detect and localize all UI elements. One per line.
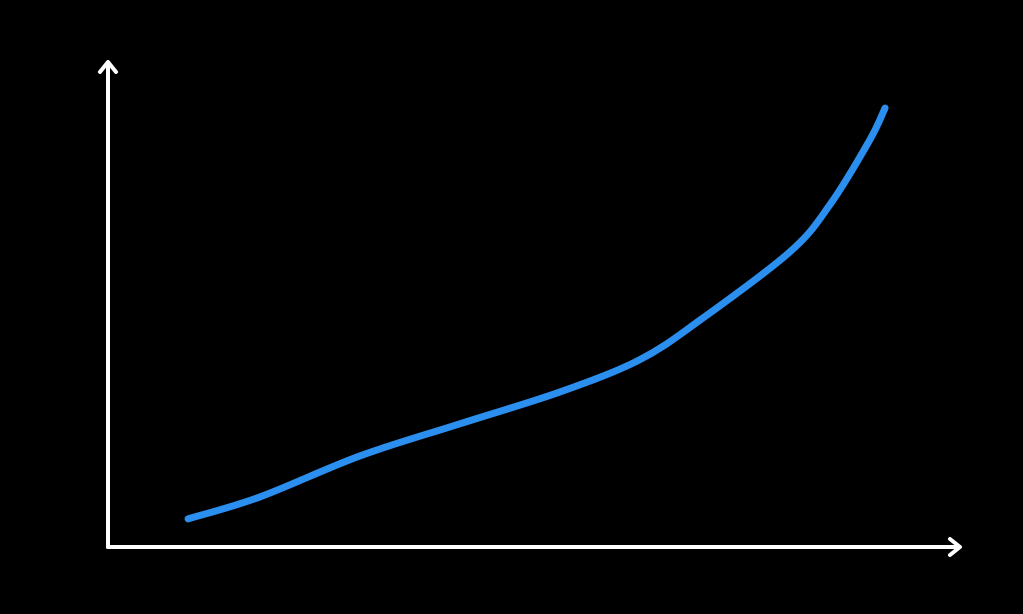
series-layer bbox=[184, 104, 889, 523]
series-line-0 bbox=[184, 104, 889, 523]
x-axis-arrow-icon bbox=[948, 537, 962, 557]
x-axis bbox=[106, 537, 962, 557]
y-axis bbox=[98, 60, 118, 549]
y-axis-arrow-icon bbox=[98, 60, 118, 74]
